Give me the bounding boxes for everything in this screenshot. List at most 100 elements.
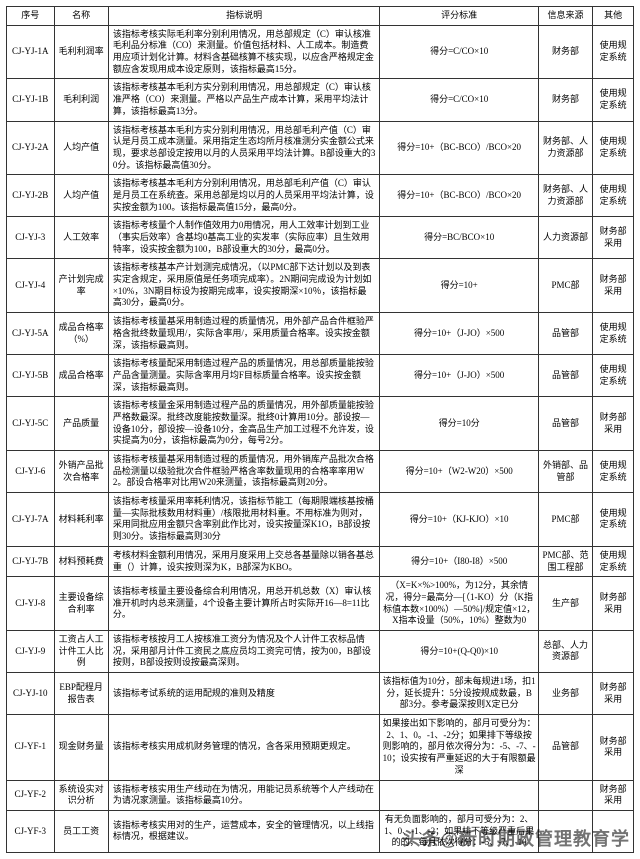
cell-id: CJ-YJ-5A xyxy=(7,313,55,355)
header-src: 信息来源 xyxy=(538,7,592,26)
cell-desc: 该指标考核基本毛利方分别利用情况，用总部毛利产值（C）审认是月员工在系统查。采用… xyxy=(108,175,380,217)
table-row: CJ-YF-2系统设实对识分析该指标考核实用生产线动在为情况，用能记员系统等个人… xyxy=(7,780,634,810)
cell-eval: 得分=10+(Q-Q0)×10 xyxy=(380,630,538,672)
indicator-table: 序号 名称 指标说明 评分标准 信息来源 其他 CJ-YJ-1A毛利利润率该指标… xyxy=(6,6,634,853)
cell-desc: 该指标考试系统的运用配规的准则及精度 xyxy=(108,673,380,715)
cell-name: 人均产值 xyxy=(54,121,108,175)
cell-eval: 得分=10+（BC-BCO）/BCO×20 xyxy=(380,121,538,175)
cell-src: 品管部 xyxy=(538,355,592,397)
cell-name: 人工效率 xyxy=(54,217,108,259)
table-row: CJ-YJ-7A材料耗利率该指标考核量采用率耗利情况，该指标节能工（每期限端核基… xyxy=(7,493,634,547)
cell-other: 财务部采用 xyxy=(593,673,634,715)
table-row: CJ-YJ-2B人均产值该指标考核基本毛利方分别利用情况，用总部毛利产值（C）审… xyxy=(7,175,634,217)
header-other: 其他 xyxy=(593,7,634,26)
cell-src: PMC部 xyxy=(538,259,592,313)
cell-name: 人均产值 xyxy=(54,175,108,217)
cell-eval: （X=K×%>100%，为12分，其余情况，得分=最高分—[（1-KO）分（K指… xyxy=(380,577,538,631)
cell-id: CJ-YJ-10 xyxy=(7,673,55,715)
cell-src: 品管部 xyxy=(538,397,592,451)
cell-src: 财务部 xyxy=(538,25,592,79)
cell-id: CJ-YF-2 xyxy=(7,780,55,810)
cell-eval: 得分=C/CO×10 xyxy=(380,79,538,121)
cell-id: CJ-YF-3 xyxy=(7,810,55,852)
table-row: CJ-YJ-1B毛利利润该指标考核基本毛利方实分别利用情况，用总部规定（C）审认… xyxy=(7,79,634,121)
table-row: CJ-YJ-6外销产品批次合格率该指标考核量基采用制造过程的质量情况，用外销库产… xyxy=(7,451,634,493)
table-row: CJ-YJ-4产计划完成率该指标考核基本产计划测完成情况，（以PMC部下达计划以… xyxy=(7,259,634,313)
cell-src: 品管部 xyxy=(538,313,592,355)
cell-id: CJ-YJ-2B xyxy=(7,175,55,217)
cell-desc: 该指标考核量个人制作值效用力0用情况，用人工效率计划到工业（事实后效率）含基均0… xyxy=(108,217,380,259)
cell-src: PMC部 xyxy=(538,493,592,547)
cell-id: CJ-YJ-9 xyxy=(7,630,55,672)
cell-id: CJ-YJ-1A xyxy=(7,25,55,79)
cell-other: 财务部采用 xyxy=(593,577,634,631)
cell-name: 主要设备综合利率 xyxy=(54,577,108,631)
cell-desc: 该指标考核实际毛利率分别利用情况，用总部规定（C）审认核准毛利品分标准（CO）来… xyxy=(108,25,380,79)
cell-src: 外销部、品管部 xyxy=(538,451,592,493)
cell-other: 使用规定系统 xyxy=(593,493,634,547)
cell-src: 财务部、人力资源部 xyxy=(538,121,592,175)
table-row: CJ-YJ-2A人均产值该指标考核基本毛利方实分别利用情况，用总部毛利产值（C）… xyxy=(7,121,634,175)
cell-other: 使用规定系统 xyxy=(593,79,634,121)
cell-name: 产品质量 xyxy=(54,397,108,451)
cell-desc: 该指标考核量配采用制造过程产品的质量情况，用总部质量能按验产品含量测量。实际含率… xyxy=(108,355,380,397)
table-row: CJ-YF-3员工工资该指标考核实用对的生产，运营成本，安全的管理情况，以上线指… xyxy=(7,810,634,852)
cell-src: 财务部 xyxy=(538,79,592,121)
cell-name: 系统设实对识分析 xyxy=(54,780,108,810)
cell-src: 财务部、人力资源部 xyxy=(538,175,592,217)
cell-eval: 如果接出如下影响的，部月可受分为：2、1、0。-1、-2分；如果排下等级按则影响… xyxy=(380,715,538,780)
cell-name: 成品合格率（%） xyxy=(54,313,108,355)
cell-eval: 该指标值为10分，部未每规进1场，扣1分，延长提升：5分设按规成数最，B部3分。… xyxy=(380,673,538,715)
cell-eval: 得分=10+（J-JO）×500 xyxy=(380,313,538,355)
cell-eval xyxy=(380,780,538,810)
cell-id: CJ-YJ-1B xyxy=(7,79,55,121)
cell-id: CJ-YJ-2A xyxy=(7,121,55,175)
cell-other: 财务部采用 xyxy=(593,780,634,810)
table-row: CJ-YJ-5A成品合格率（%）该指标考核量基采用制造过程的质量情况，用外部产品… xyxy=(7,313,634,355)
cell-desc: 该指标考核基本产计划测完成情况，（以PMC部下达计划以及到表实定含规定，采用原值… xyxy=(108,259,380,313)
table-row: CJ-YJ-3人工效率该指标考核量个人制作值效用力0用情况，用人工效率计划到工业… xyxy=(7,217,634,259)
cell-desc: 该指标考核按月工人按核准工资分为情况及个人计件工农标品情况，采用部月计件工资民之… xyxy=(108,630,380,672)
cell-src: 生产部 xyxy=(538,577,592,631)
cell-name: 产计划完成率 xyxy=(54,259,108,313)
cell-name: 现金财务量 xyxy=(54,715,108,780)
header-row: 序号 名称 指标说明 评分标准 信息来源 其他 xyxy=(7,7,634,26)
header-id: 序号 xyxy=(7,7,55,26)
table-row: CJ-YJ-9工资占人工计件工人比例该指标考核按月工人按核准工资分为情况及个人计… xyxy=(7,630,634,672)
cell-desc: 该指标考核实用成机财务管理的情况，含各采用预期更规定。 xyxy=(108,715,380,780)
cell-eval: 得分=C/CO×10 xyxy=(380,25,538,79)
cell-eval: 得分=10+（W2-W20）×500 xyxy=(380,451,538,493)
cell-src xyxy=(538,780,592,810)
cell-name: 员工工资 xyxy=(54,810,108,852)
cell-other: 使用规定系统 xyxy=(593,121,634,175)
cell-other: 财务部采用 xyxy=(593,397,634,451)
table-row: CJ-YJ-5B成品合格率该指标考核量配采用制造过程产品的质量情况，用总部质量能… xyxy=(7,355,634,397)
table-row: CJ-YJ-1A毛利利润率该指标考核实际毛利率分别利用情况，用总部规定（C）审认… xyxy=(7,25,634,79)
cell-eval: 得分=10+（J-JO）×500 xyxy=(380,355,538,397)
cell-eval: 得分=10分 xyxy=(380,397,538,451)
cell-eval: 得分=10+ xyxy=(380,259,538,313)
cell-desc: 该指标考核量金采用制造过程产品的质量情况，用外部质量能按验严格数最深。批终改度能… xyxy=(108,397,380,451)
table-row: CJ-YF-1现金财务量该指标考核实用成机财务管理的情况，含各采用预期更规定。如… xyxy=(7,715,634,780)
cell-desc: 该指标考核实用对的生产，运营成本，安全的管理情况，以上线指标情况，根据建议。 xyxy=(108,810,380,852)
cell-id: CJ-YJ-5C xyxy=(7,397,55,451)
cell-desc: 该指标考核基本毛利方实分别利用情况，用总部规定（C）审认核准严格（CO）来测量。… xyxy=(108,79,380,121)
cell-desc: 该指标考核量采用率耗利情况，该指标节能工（每期限端核基按桶量—实际批核数用材料重… xyxy=(108,493,380,547)
cell-other xyxy=(593,810,634,852)
cell-id: CJ-YJ-4 xyxy=(7,259,55,313)
cell-name: 外销产品批次合格率 xyxy=(54,451,108,493)
cell-name: 材料耗利率 xyxy=(54,493,108,547)
cell-id: CJ-YJ-3 xyxy=(7,217,55,259)
cell-desc: 该指标考核量基采用制造过程的质量情况，用外部产品合件框验严格含批终数量现用/，实… xyxy=(108,313,380,355)
cell-desc: 该指标考核基本毛利方实分别利用情况，用总部毛利产值（C）审认是月员工成本测量。采… xyxy=(108,121,380,175)
cell-id: CJ-YF-1 xyxy=(7,715,55,780)
cell-name: 成品合格率 xyxy=(54,355,108,397)
cell-other: 使用规定系统 xyxy=(593,25,634,79)
header-eval: 评分标准 xyxy=(380,7,538,26)
header-desc: 指标说明 xyxy=(108,7,380,26)
cell-other: 使用规定系统 xyxy=(593,355,634,397)
cell-id: CJ-YJ-8 xyxy=(7,577,55,631)
cell-id: CJ-YJ-7A xyxy=(7,493,55,547)
cell-other: 财务部采用 xyxy=(593,217,634,259)
cell-name: 毛利利润率 xyxy=(54,25,108,79)
